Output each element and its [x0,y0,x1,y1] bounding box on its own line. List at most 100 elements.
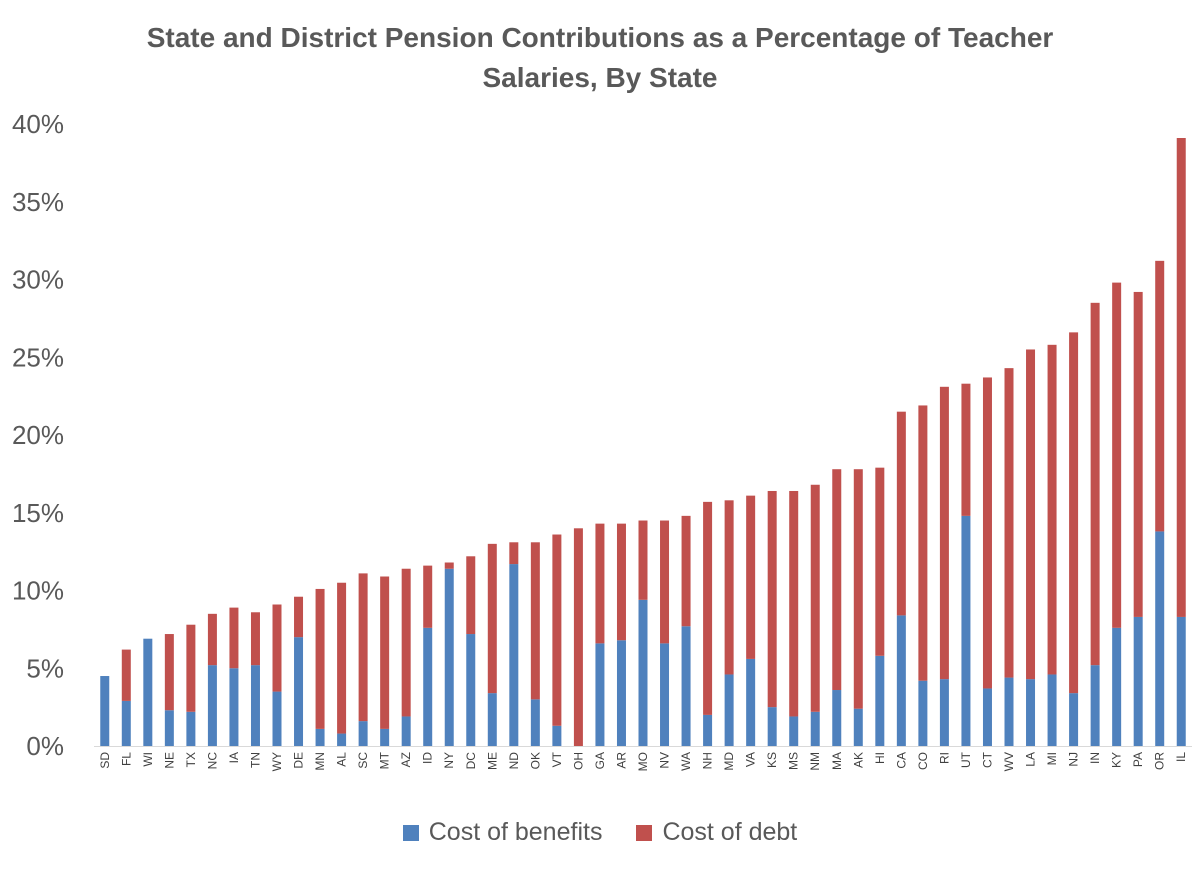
bar-debt [1155,260,1165,532]
x-tick-label: AK [851,752,865,768]
chart-title: State and District Pension Contributions… [146,22,1054,93]
bar-debt [918,405,928,681]
bar-debt [896,411,906,616]
bar-benefits [121,700,131,746]
x-tick-label: AL [335,752,349,767]
legend: Cost of benefits Cost of debt [0,818,1200,847]
bar-benefits [918,680,928,746]
x-tick-label: KS [765,752,779,768]
bar-debt [1090,302,1100,666]
x-tick-label: GA [593,752,607,769]
legend-label-benefits: Cost of benefits [428,818,603,846]
y-tick-label: 15% [12,498,64,528]
bar-debt [767,490,777,708]
bar-debt [724,500,734,675]
bar-benefits [250,665,260,746]
y-tick-label: 10% [12,576,64,606]
bar-benefits [982,688,992,746]
bar-debt [616,523,626,641]
bar-debt [746,495,756,659]
bar-benefits [423,627,433,746]
bar-benefits [1176,616,1186,746]
x-tick-label: TN [248,752,262,768]
bar-debt [1133,291,1143,617]
bar-debt [961,383,971,516]
bar-benefits [724,674,734,746]
bar-benefits [616,640,626,746]
bar-debt [789,490,799,717]
bar-benefits [272,691,282,746]
bar-benefits [703,714,713,746]
bar-debt [1176,138,1186,617]
x-tick-label: ND [507,752,521,770]
bar-benefits [380,728,390,746]
bar-debt [853,469,863,709]
bar-benefits [595,643,605,746]
x-tick-label: AZ [399,752,413,767]
bar-benefits [358,721,368,746]
bar-benefits [896,615,906,746]
x-tick-label: VA [744,752,758,767]
bar-benefits [832,690,842,746]
x-tick-label: WY [270,752,284,771]
bar-benefits [1004,677,1014,746]
bar-benefits [638,599,648,746]
bar-debt [229,607,239,669]
bar-benefits [229,668,239,746]
x-tick-label: KY [1110,752,1124,768]
bar-debt [1112,282,1122,628]
x-tick-label: SD [98,752,112,769]
x-tick-label: NV [658,752,672,769]
x-tick-label: MA [830,752,844,770]
bar-debt [982,377,992,689]
bar-benefits [444,568,454,746]
bar-debt [703,501,713,715]
bar-debt [573,528,583,746]
x-tick-label: NJ [1067,752,1081,767]
y-tick-label: 0% [26,731,64,761]
bar-benefits [810,711,820,746]
bar-benefits [853,708,863,746]
legend-label-debt: Cost of debt [662,818,798,846]
x-tick-label: NH [701,752,715,769]
bar-debt [810,484,820,712]
y-tick-label: 35% [12,187,64,217]
bar-debt [272,604,282,692]
bar-debt [1004,368,1014,678]
bar-debt [509,542,519,565]
bar-debt [358,573,368,722]
legend-item-benefits: Cost of benefits [402,818,603,847]
bar-benefits [143,638,153,746]
bar-benefits [1026,679,1036,746]
bar-benefits [746,658,756,746]
x-tick-label: IA [227,752,241,763]
x-tick-label: MO [636,752,650,771]
bar-group [100,138,1186,747]
x-tick-label: CA [894,752,908,769]
bar-benefits [1047,674,1057,746]
x-tick-label: NC [205,752,219,770]
bar-benefits [939,679,949,746]
x-tick-label: FL [119,752,133,766]
x-tick-label: NY [442,752,456,769]
x-tick-label: PA [1131,752,1145,767]
bar-debt [164,634,174,711]
x-tick-label: CT [980,751,994,768]
bar-debt [1069,332,1079,694]
x-tick-label: VT [550,751,564,767]
x-tick-label: HI [873,752,887,764]
bar-benefits [1155,531,1165,746]
bar-benefits [294,637,304,746]
bar-debt [444,562,454,569]
bar-benefits [207,665,217,746]
bar-debt [380,576,390,729]
bar-debt [832,469,842,691]
x-tick-label: OR [1153,752,1167,770]
bar-debt [466,556,476,635]
bar-debt [1047,344,1057,675]
bar-debt [681,515,691,627]
bar-debt [423,565,433,628]
x-tick-label: WA [679,752,693,771]
bar-benefits [681,626,691,746]
